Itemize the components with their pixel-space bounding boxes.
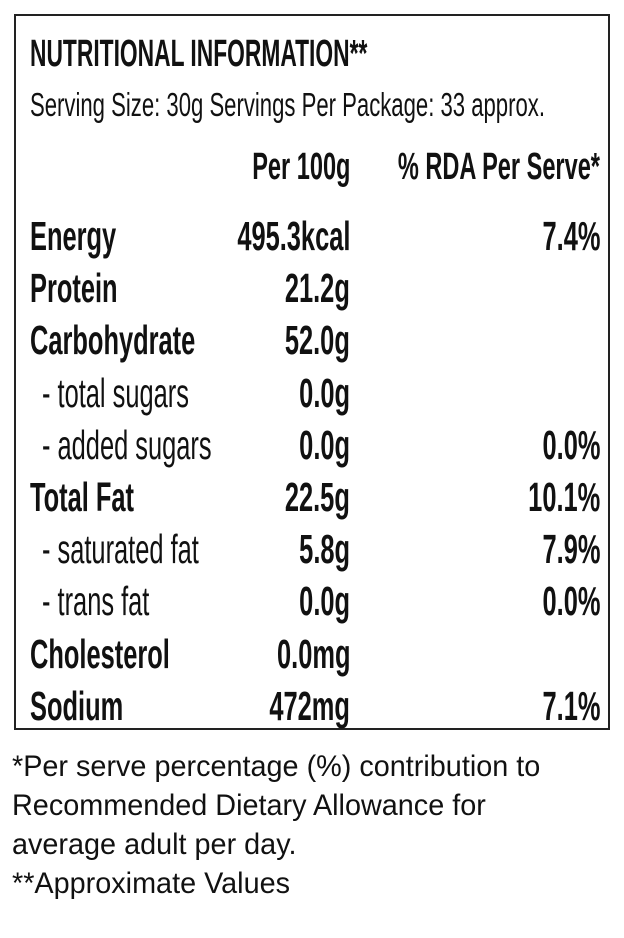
- label-box: [14, 14, 610, 730]
- sub-nutrient-label: - saturated fat: [42, 526, 199, 573]
- nutrient-label: Total Fat: [30, 474, 135, 520]
- nutrient-label: Cholesterol: [30, 630, 170, 677]
- per-100g-value: 22.5g: [284, 474, 350, 520]
- footnote: **Approximate Values: [12, 867, 291, 900]
- sub-nutrient-label: - total sugars: [42, 369, 189, 416]
- per-100g-value: 472mg: [269, 682, 350, 729]
- per-100g-value: 0.0g: [299, 421, 350, 468]
- nutrient-label: Carbohydrate: [30, 317, 196, 364]
- column-header: % RDA Per Serve*: [397, 146, 600, 188]
- serving-info: Serving Size: 30g Servings Per Package: …: [30, 86, 545, 123]
- per-100g-value: 0.0g: [299, 369, 350, 416]
- nutrient-label: Energy: [30, 213, 117, 259]
- rda-value: 7.4%: [542, 213, 600, 259]
- sub-nutrient-label: - added sugars: [42, 421, 212, 468]
- rda-value: 0.0%: [542, 421, 600, 468]
- sub-nutrient-label: - trans fat: [42, 578, 150, 625]
- footnote: Recommended Dietary Allowance for: [12, 789, 486, 822]
- nutrient-label: Protein: [30, 265, 118, 312]
- per-100g-value: 0.0mg: [276, 630, 350, 677]
- per-100g-value: 5.8g: [299, 526, 350, 573]
- rda-value: 7.9%: [542, 526, 600, 573]
- rda-value: 0.0%: [542, 578, 600, 625]
- per-100g-value: 0.0g: [299, 578, 350, 625]
- rda-value: 10.1%: [527, 474, 600, 520]
- nutrient-label: Sodium: [30, 682, 124, 729]
- footnote: average adult per day.: [12, 828, 297, 861]
- per-100g-value: 495.3kcal: [236, 213, 350, 259]
- rda-value: 7.1%: [542, 682, 600, 729]
- column-header: Per 100g: [251, 146, 350, 188]
- per-100g-value: 52.0g: [284, 317, 350, 364]
- per-100g-value: 21.2g: [284, 265, 350, 312]
- title: NUTRITIONAL INFORMATION**: [30, 33, 368, 75]
- footnote: *Per serve percentage (%) contribution t…: [12, 750, 541, 783]
